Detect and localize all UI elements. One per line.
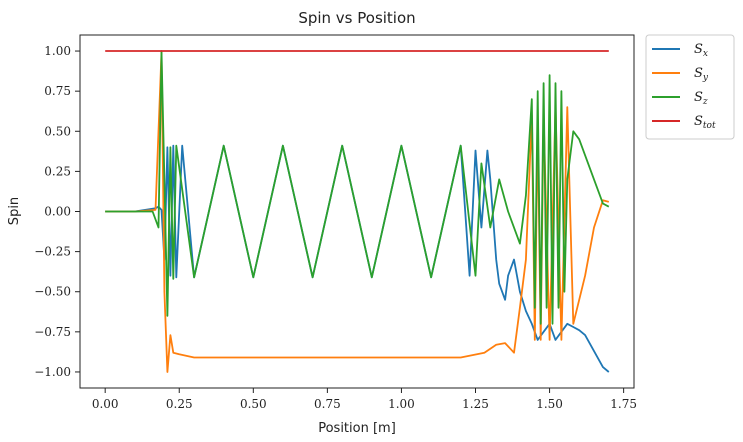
series-layer bbox=[105, 50, 610, 373]
x-axis: 0.00 0.25 0.50 0.75 1.00 1.25 1.50 1.75 bbox=[92, 388, 637, 411]
legend: Sx Sy Sz Stot bbox=[645, 34, 735, 140]
x-tick-label: 0.75 bbox=[314, 397, 341, 411]
series-line-y bbox=[105, 51, 610, 373]
y-axis: 1.00 0.75 0.50 0.25 0.00 −0.25 −0.50 −0.75 −1.00 bbox=[34, 44, 80, 379]
y-axis-title: Spin bbox=[7, 197, 22, 225]
legend-label-x: Sx bbox=[694, 42, 708, 59]
x-tick-label: 0.00 bbox=[92, 397, 119, 411]
y-tick-label: 0.00 bbox=[44, 205, 71, 219]
legend-label-z: Sz bbox=[694, 90, 708, 107]
chart-title: Spin vs Position bbox=[298, 9, 415, 27]
legend-label-tot: Stot bbox=[694, 114, 716, 131]
y-tick-label: 0.25 bbox=[44, 164, 71, 178]
y-tick-label: −0.75 bbox=[34, 325, 71, 339]
x-tick-label: 0.50 bbox=[240, 397, 267, 411]
x-tick-label: 1.00 bbox=[388, 397, 415, 411]
y-tick-label: −0.25 bbox=[34, 245, 71, 259]
y-tick-label: 0.75 bbox=[44, 84, 71, 98]
x-axis-title: Position [m] bbox=[318, 421, 396, 436]
y-tick-label: −0.50 bbox=[34, 285, 71, 299]
plot-area bbox=[79, 34, 635, 389]
series-line-z bbox=[105, 50, 610, 325]
x-tick-label: 1.75 bbox=[610, 397, 637, 411]
legend-box bbox=[645, 34, 735, 140]
x-tick-label: 1.25 bbox=[462, 397, 489, 411]
y-tick-label: −1.00 bbox=[34, 365, 71, 379]
y-tick-label: 1.00 bbox=[44, 44, 71, 58]
legend-label-y: Sy bbox=[694, 66, 709, 83]
x-tick-label: 0.25 bbox=[166, 397, 193, 411]
y-tick-label: 0.50 bbox=[44, 124, 71, 138]
x-tick-label: 1.50 bbox=[536, 397, 563, 411]
